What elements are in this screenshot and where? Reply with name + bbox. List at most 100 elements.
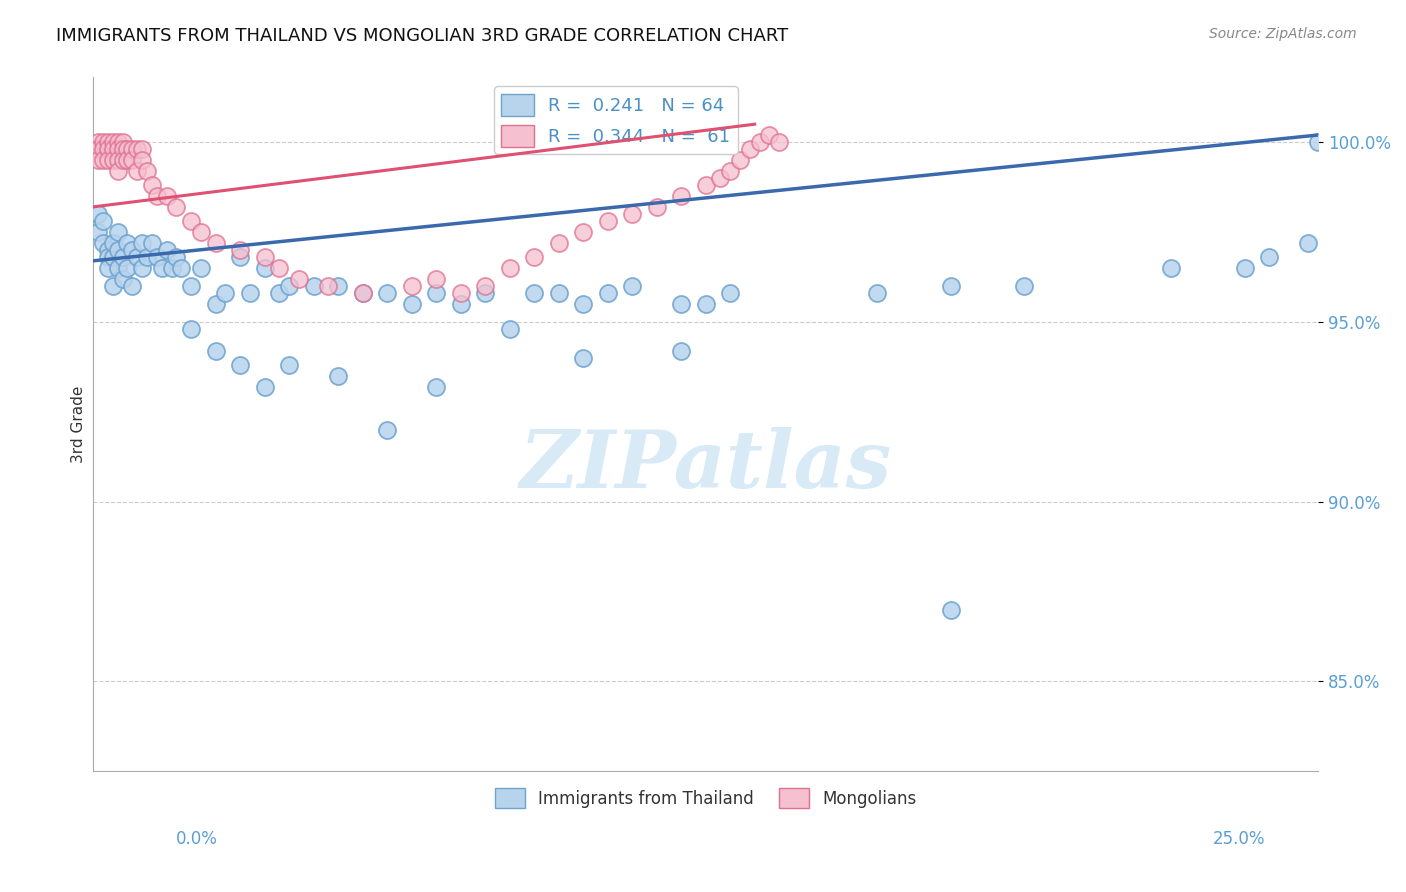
Point	[97, 153, 120, 168]
Point	[738, 142, 761, 156]
Point	[425, 379, 447, 393]
Point	[572, 351, 595, 365]
Point	[375, 286, 398, 301]
Point	[425, 286, 447, 301]
Point	[596, 286, 619, 301]
Point	[269, 260, 291, 275]
Point	[302, 279, 325, 293]
Point	[111, 272, 134, 286]
Point	[107, 225, 129, 239]
Point	[111, 142, 134, 156]
Point	[87, 135, 110, 149]
Point	[91, 235, 114, 250]
Point	[278, 358, 301, 372]
Point	[328, 368, 350, 383]
Point	[190, 260, 212, 275]
Point	[180, 279, 202, 293]
Point	[127, 250, 149, 264]
Point	[101, 235, 124, 250]
Point	[214, 286, 236, 301]
Point	[121, 142, 143, 156]
Point	[117, 260, 139, 275]
Point	[91, 142, 114, 156]
Point	[156, 243, 179, 257]
Point	[150, 260, 173, 275]
Point	[87, 153, 110, 168]
Point	[101, 279, 124, 293]
Point	[180, 214, 202, 228]
Point	[141, 235, 163, 250]
Point	[107, 142, 129, 156]
Point	[572, 225, 595, 239]
Point	[91, 153, 114, 168]
Point	[101, 142, 124, 156]
Point	[180, 322, 202, 336]
Point	[97, 250, 120, 264]
Point	[866, 286, 889, 301]
Point	[547, 286, 569, 301]
Point	[401, 297, 423, 311]
Point	[375, 423, 398, 437]
Point	[229, 243, 252, 257]
Point	[671, 343, 693, 358]
Point	[170, 260, 193, 275]
Point	[117, 153, 139, 168]
Legend: Immigrants from Thailand, Mongolians: Immigrants from Thailand, Mongolians	[488, 781, 924, 815]
Point	[91, 214, 114, 228]
Point	[87, 142, 110, 156]
Point	[253, 250, 276, 264]
Point	[160, 260, 183, 275]
Point	[758, 128, 780, 142]
Point	[695, 178, 717, 193]
Point	[352, 286, 374, 301]
Point	[939, 279, 962, 293]
Point	[121, 279, 143, 293]
Point	[204, 297, 226, 311]
Point	[1308, 135, 1330, 149]
Point	[121, 153, 143, 168]
Point	[117, 235, 139, 250]
Point	[253, 379, 276, 393]
Point	[1160, 260, 1182, 275]
Point	[1233, 260, 1256, 275]
Point	[204, 343, 226, 358]
Point	[87, 225, 110, 239]
Point	[523, 250, 546, 264]
Point	[474, 279, 496, 293]
Text: ZIPatlas: ZIPatlas	[520, 427, 891, 505]
Point	[101, 135, 124, 149]
Point	[97, 243, 120, 257]
Point	[288, 272, 311, 286]
Text: Source: ZipAtlas.com: Source: ZipAtlas.com	[1209, 27, 1357, 41]
Point	[450, 286, 472, 301]
Point	[107, 135, 129, 149]
Text: 25.0%: 25.0%	[1213, 830, 1265, 847]
Point	[768, 135, 790, 149]
Point	[718, 164, 741, 178]
Point	[156, 189, 179, 203]
Point	[1258, 250, 1281, 264]
Point	[131, 260, 153, 275]
Point	[136, 250, 159, 264]
Point	[146, 189, 169, 203]
Point	[621, 207, 644, 221]
Point	[474, 286, 496, 301]
Y-axis label: 3rd Grade: 3rd Grade	[72, 385, 86, 463]
Point	[166, 250, 188, 264]
Point	[131, 235, 153, 250]
Point	[117, 142, 139, 156]
Point	[107, 164, 129, 178]
Point	[523, 286, 546, 301]
Point	[1298, 235, 1320, 250]
Point	[425, 272, 447, 286]
Point	[141, 178, 163, 193]
Point	[401, 279, 423, 293]
Point	[728, 153, 751, 168]
Point	[229, 250, 252, 264]
Point	[695, 297, 717, 311]
Point	[127, 142, 149, 156]
Point	[718, 286, 741, 301]
Point	[328, 279, 350, 293]
Text: IMMIGRANTS FROM THAILAND VS MONGOLIAN 3RD GRADE CORRELATION CHART: IMMIGRANTS FROM THAILAND VS MONGOLIAN 3R…	[56, 27, 789, 45]
Point	[204, 235, 226, 250]
